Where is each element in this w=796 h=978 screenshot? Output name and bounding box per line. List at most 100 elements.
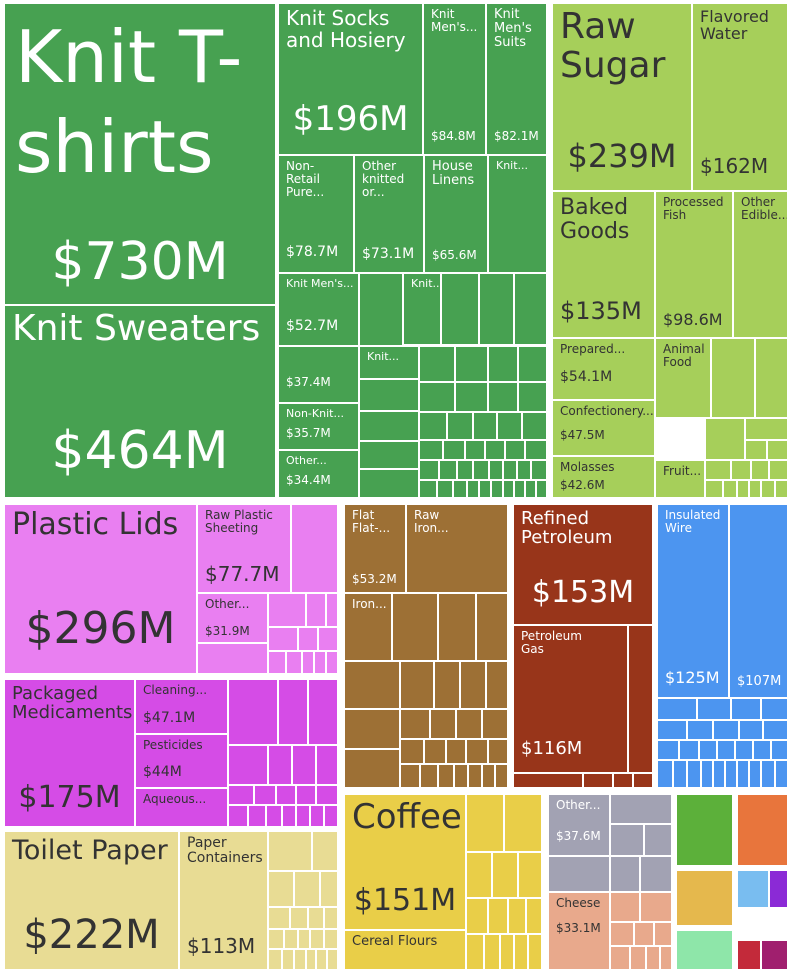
treemap-tile-insulated-wire[interactable]: Insulated Wire $125M: [657, 504, 729, 698]
treemap-tile-cereal-flours[interactable]: Cereal Flours: [344, 930, 466, 970]
treemap-tile-small: [745, 440, 767, 460]
treemap-tile-pesticides[interactable]: Pesticides $44M: [135, 734, 228, 788]
tile-label: Insulated Wire: [665, 508, 721, 535]
tile-value: $33.1M: [556, 921, 601, 935]
treemap-tile-non-knit[interactable]: Non-Knit... $35.7M: [278, 403, 359, 450]
treemap-tile-small: [268, 627, 298, 651]
treemap-tile-cheese[interactable]: Cheese $33.1M: [548, 892, 610, 970]
treemap-tile-non-retail[interactable]: Non- Retail Pure... $78.7M: [278, 155, 354, 273]
treemap-tile-knit-tshirts[interactable]: Knit T- shirts $730M: [4, 3, 276, 305]
treemap-tile-small: [761, 480, 775, 498]
treemap-tile-small: [484, 934, 500, 970]
treemap-tile-small: [679, 740, 699, 760]
tile-label: Knit...: [367, 350, 400, 363]
treemap-tile-small: [497, 412, 522, 440]
treemap-tile-small: [284, 929, 298, 949]
treemap-tile-aqueous[interactable]: Aqueous...: [135, 788, 228, 827]
treemap-tile-small: [359, 441, 419, 469]
treemap-tile-small: [473, 460, 489, 480]
treemap-tile-small: [473, 412, 497, 440]
treemap-tile-small: [488, 382, 518, 412]
treemap-tile-small: [296, 805, 310, 827]
treemap-tile-raw-plastic-sheeting[interactable]: Raw Plastic Sheeting $77.7M: [197, 504, 291, 593]
treemap-tile-processed-fish[interactable]: Processed Fish $98.6M: [655, 191, 733, 338]
tile-label: Baked Goods: [560, 195, 630, 244]
treemap-tile-cleaning[interactable]: Cleaning... $47.1M: [135, 679, 228, 734]
treemap-tile-petroleum-gas[interactable]: Petroleum Gas $116M: [513, 625, 628, 773]
treemap-tile-small: [514, 934, 528, 970]
treemap-tile-small: [761, 698, 788, 720]
treemap-tile-refined-petroleum[interactable]: Refined Petroleum $153M: [513, 504, 653, 625]
treemap-tile-small: [455, 346, 488, 382]
tile-value: $54.1M: [560, 369, 613, 385]
treemap-tile-raw-sugar[interactable]: Raw Sugar $239M: [552, 3, 692, 191]
treemap-tile-small: [308, 907, 324, 929]
treemap-tile-raw-iron[interactable]: Raw Iron...: [406, 504, 508, 593]
treemap-tile-small: [456, 709, 482, 739]
treemap-tile-iron[interactable]: Iron...: [344, 593, 392, 661]
treemap-tile-confectionery[interactable]: Confectionery... $47.5M: [552, 400, 655, 456]
treemap-tile-small: [466, 739, 488, 764]
treemap-tile-knit-socks[interactable]: Knit Socks and Hosiery $196M: [278, 3, 423, 155]
treemap-tile-small: [775, 480, 788, 498]
treemap-tile-small: [454, 764, 468, 788]
tile-value: $65.6M: [432, 248, 477, 262]
treemap-tile-small: [536, 480, 547, 498]
treemap-tile-small: [438, 593, 476, 661]
treemap-tile-knit-small1[interactable]: Knit...: [488, 155, 547, 273]
treemap-tile-small: [755, 338, 788, 418]
treemap-tile-knit-mens-suits[interactable]: Knit Men's Suits $82.1M: [486, 3, 547, 155]
treemap-tile-other-knitted[interactable]: Other knitted or... $73.1M: [354, 155, 424, 273]
treemap-tile-small: [419, 440, 443, 460]
treemap-tile-coffee[interactable]: Coffee $151M: [344, 794, 466, 930]
treemap-tile-small: [419, 346, 455, 382]
treemap-tile-baked-goods[interactable]: Baked Goods $135M: [552, 191, 655, 338]
treemap-tile-small: [228, 785, 254, 805]
treemap-tile-small: [735, 740, 753, 760]
treemap-tile-paper-containers[interactable]: Paper Containers $113M: [179, 831, 268, 970]
treemap-tile-small: [610, 794, 672, 824]
treemap-tile-small: [676, 870, 733, 926]
treemap-tile-molasses[interactable]: Molasses $42.6M: [552, 456, 655, 498]
treemap-tile-plastic-lids[interactable]: Plastic Lids $296M: [4, 504, 197, 674]
treemap-tile-other-edible[interactable]: Other Edible...: [733, 191, 788, 338]
tile-value: $107M: [737, 674, 782, 689]
tile-value: $730M: [51, 232, 229, 292]
treemap-tile-small: [282, 805, 296, 827]
treemap-tile-house-linens[interactable]: House Linens $65.6M: [424, 155, 488, 273]
treemap-tile-knit-small3[interactable]: Knit...: [359, 346, 419, 379]
treemap-tile-small: [525, 440, 547, 460]
treemap-tile-small: [749, 760, 761, 788]
treemap-tile-small: [701, 760, 713, 788]
treemap-tile-knit-mens1[interactable]: Knit Men's... $84.8M: [423, 3, 486, 155]
tile-value: $73.1M: [362, 246, 415, 262]
tile-label: Knit...: [411, 277, 441, 290]
treemap-tile-other-textile[interactable]: Other... $34.4M: [278, 450, 359, 498]
treemap-tile-flavored-water[interactable]: Flavored Water $162M: [692, 3, 788, 191]
treemap-tile-machines-107[interactable]: $107M: [729, 504, 788, 698]
treemap-tile-textile-374[interactable]: $37.4M: [278, 346, 359, 403]
treemap-tile-small: [610, 922, 634, 946]
treemap-tile-knit-small2[interactable]: Knit...: [403, 273, 441, 345]
treemap-tile-prepared[interactable]: Prepared... $54.1M: [552, 338, 655, 400]
treemap-tile-small: [775, 760, 788, 788]
treemap-tile-flat-flat[interactable]: Flat Flat-... $53.2M: [344, 504, 406, 593]
treemap-tile-packaged-medicaments[interactable]: Packaged Medicaments $175M: [4, 679, 135, 827]
tile-value: $53.2M: [352, 572, 397, 586]
treemap-tile-small: [610, 946, 630, 970]
treemap-tile-small: [517, 460, 531, 480]
treemap-tile-other-plastic[interactable]: Other... $31.9M: [197, 593, 268, 643]
treemap-tile-knit-sweaters[interactable]: Knit Sweaters $464M: [4, 305, 276, 498]
treemap-tile-small: [438, 764, 454, 788]
treemap-tile-other-animal[interactable]: Other... $37.6M: [548, 794, 610, 856]
treemap-tile-knit-mens2[interactable]: Knit Men's... $52.7M: [278, 273, 359, 346]
tile-label: Molasses: [560, 460, 615, 474]
treemap-tile-small: [310, 805, 324, 827]
treemap-tile-fruit[interactable]: Fruit...: [655, 460, 705, 498]
treemap-tile-small: [197, 643, 268, 674]
treemap-tile-small: [324, 929, 338, 949]
treemap-tile-animal-food[interactable]: Animal Food: [655, 338, 711, 418]
treemap-tile-toilet-paper[interactable]: Toilet Paper $222M: [4, 831, 179, 970]
treemap-tile-small: [751, 460, 769, 480]
